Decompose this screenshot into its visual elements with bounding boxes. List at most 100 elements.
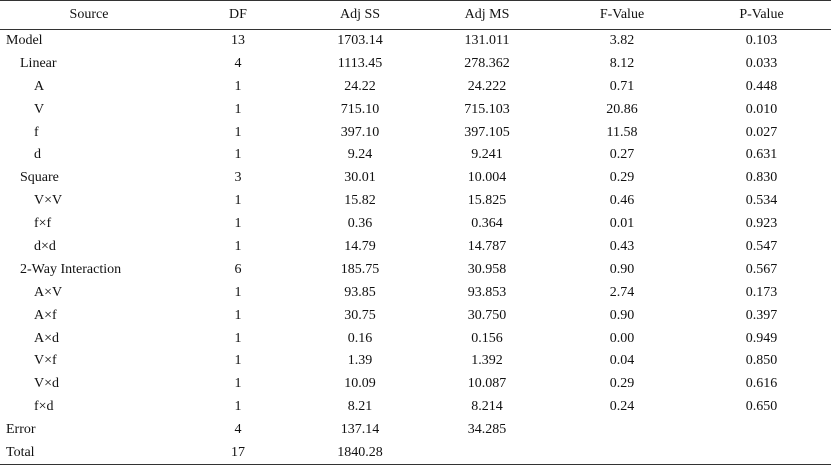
cell-adj-ss: 1703.14 [337, 33, 383, 49]
header-adj-ss: Adj SS [298, 0, 422, 30]
cell-f-value: 2.74 [609, 284, 635, 300]
cell-p-value: 0.567 [745, 261, 778, 277]
cell-source: Square [20, 170, 59, 186]
table-header: Source DF Adj SS Adj MS F-Value P-Value [0, 0, 831, 30]
cell-df: 1 [234, 147, 242, 163]
table-row: V 1 715.10 715.103 20.86 0.010 [0, 98, 831, 121]
cell-f-value: 0.00 [609, 330, 635, 346]
cell-df: 1 [234, 216, 242, 232]
header-p-value: P-Value [692, 0, 831, 30]
cell-adj-ms: 10.087 [467, 376, 507, 392]
cell-adj-ss: 30.75 [344, 307, 376, 323]
cell-adj-ss: 9.24 [347, 147, 373, 163]
table-row: f×d 1 8.21 8.214 0.24 0.650 [0, 396, 831, 419]
cell-df: 4 [234, 422, 242, 438]
cell-adj-ms: 0.364 [471, 216, 503, 232]
table-row: d 1 9.24 9.241 0.27 0.631 [0, 144, 831, 167]
cell-p-value: 0.397 [745, 307, 778, 323]
cell-f-value: 3.82 [609, 33, 635, 49]
cell-source: V×f [34, 353, 57, 369]
cell-p-value [692, 419, 831, 442]
table-row: Linear 4 1113.45 278.362 8.12 0.033 [0, 52, 831, 75]
table-row: V×f 1 1.39 1.392 0.04 0.850 [0, 350, 831, 373]
cell-f-value: 11.58 [606, 124, 638, 140]
cell-f-value: 0.01 [609, 216, 635, 232]
cell-df: 6 [234, 261, 242, 277]
table-row: A×f 1 30.75 30.750 0.90 0.397 [0, 304, 831, 327]
cell-p-value: 0.027 [745, 124, 778, 140]
table-row: Total 17 1840.28 [0, 441, 831, 465]
cell-f-value: 0.90 [609, 307, 635, 323]
table-row: A 1 24.22 24.222 0.71 0.448 [0, 75, 831, 98]
cell-df: 13 [231, 33, 245, 49]
cell-adj-ms: 93.853 [467, 284, 507, 300]
cell-df: 4 [234, 55, 242, 71]
cell-f-value: 20.86 [606, 101, 638, 117]
table-row: V×V 1 15.82 15.825 0.46 0.534 [0, 190, 831, 213]
table-row: 2-Way Interaction 6 185.75 30.958 0.90 0… [0, 258, 831, 281]
cell-adj-ms: 8.214 [471, 399, 503, 415]
cell-adj-ms: 24.222 [467, 78, 507, 94]
cell-f-value: 0.24 [609, 399, 635, 415]
cell-adj-ms: 1.392 [471, 353, 503, 369]
cell-df: 1 [234, 101, 242, 117]
cell-adj-ms: 9.241 [471, 147, 503, 163]
cell-p-value: 0.010 [745, 101, 778, 117]
table-row: A×V 1 93.85 93.853 2.74 0.173 [0, 281, 831, 304]
cell-source: V [34, 101, 45, 117]
cell-df: 1 [234, 78, 242, 94]
table-row: Square 3 30.01 10.004 0.29 0.830 [0, 167, 831, 190]
cell-df: 1 [234, 353, 242, 369]
cell-df: 1 [234, 284, 242, 300]
table-row: A×d 1 0.16 0.156 0.00 0.949 [0, 327, 831, 350]
cell-adj-ss: 185.75 [340, 261, 380, 277]
cell-f-value [552, 419, 692, 442]
cell-source: d×d [34, 238, 56, 254]
cell-p-value [692, 441, 831, 465]
cell-f-value: 0.29 [609, 170, 635, 186]
cell-p-value: 0.448 [745, 78, 778, 94]
cell-source: Linear [20, 55, 57, 71]
cell-adj-ms: 131.011 [464, 33, 510, 49]
cell-adj-ms: 715.103 [464, 101, 510, 117]
cell-f-value: 0.46 [609, 193, 635, 209]
header-df: DF [178, 0, 298, 30]
cell-source: 2-Way Interaction [20, 261, 122, 277]
cell-df: 1 [234, 238, 242, 254]
cell-p-value: 0.534 [745, 193, 778, 209]
cell-df: 3 [234, 170, 242, 186]
cell-p-value: 0.103 [745, 33, 778, 49]
cell-adj-ss: 15.82 [344, 193, 376, 209]
cell-source: V×V [34, 193, 63, 209]
cell-source: Total [0, 441, 178, 465]
cell-adj-ss: 715.10 [340, 101, 380, 117]
cell-f-value: 0.04 [609, 353, 635, 369]
cell-adj-ss: 137.14 [340, 422, 380, 438]
header-adj-ms: Adj MS [422, 0, 552, 30]
cell-df: 1 [234, 330, 242, 346]
cell-adj-ss: 24.22 [344, 78, 376, 94]
cell-adj-ms: 30.750 [467, 307, 507, 323]
cell-adj-ms: 397.105 [464, 124, 510, 140]
table-row: f 1 397.10 397.105 11.58 0.027 [0, 121, 831, 144]
cell-source: d [34, 147, 41, 163]
cell-source: f [34, 124, 39, 140]
header-source: Source [0, 0, 178, 30]
cell-source: V×d [34, 376, 60, 392]
cell-p-value: 0.850 [745, 353, 778, 369]
cell-adj-ss: 1840.28 [298, 441, 422, 465]
table-row: d×d 1 14.79 14.787 0.43 0.547 [0, 236, 831, 259]
cell-source: Model [6, 33, 43, 49]
cell-source: A×d [34, 330, 60, 346]
cell-f-value: 8.12 [609, 55, 635, 71]
cell-adj-ss: 1113.45 [337, 55, 383, 71]
cell-source: A×V [34, 284, 63, 300]
cell-f-value: 0.27 [609, 147, 635, 163]
cell-adj-ms: 278.362 [464, 55, 510, 71]
cell-adj-ms: 15.825 [467, 193, 507, 209]
cell-adj-ss: 14.79 [344, 238, 376, 254]
cell-p-value: 0.830 [745, 170, 778, 186]
cell-f-value: 0.43 [609, 238, 635, 254]
